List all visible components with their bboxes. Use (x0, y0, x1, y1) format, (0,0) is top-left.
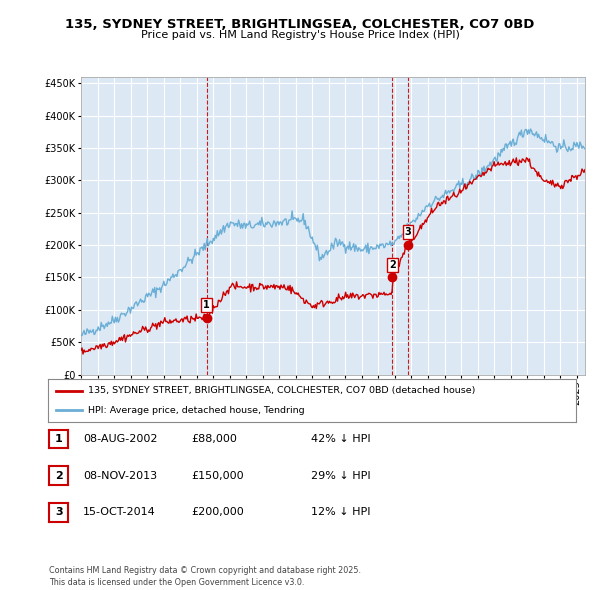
Text: 135, SYDNEY STREET, BRIGHTLINGSEA, COLCHESTER, CO7 0BD (detached house): 135, SYDNEY STREET, BRIGHTLINGSEA, COLCH… (88, 386, 475, 395)
Text: 135, SYDNEY STREET, BRIGHTLINGSEA, COLCHESTER, CO7 0BD: 135, SYDNEY STREET, BRIGHTLINGSEA, COLCH… (65, 18, 535, 31)
Text: Contains HM Land Registry data © Crown copyright and database right 2025.
This d: Contains HM Land Registry data © Crown c… (49, 566, 361, 587)
Text: Price paid vs. HM Land Registry's House Price Index (HPI): Price paid vs. HM Land Registry's House … (140, 30, 460, 40)
Text: 2: 2 (389, 260, 396, 270)
Text: 2: 2 (55, 471, 62, 480)
Text: £88,000: £88,000 (191, 434, 237, 444)
Text: 1: 1 (55, 434, 62, 444)
Text: 08-NOV-2013: 08-NOV-2013 (83, 471, 157, 480)
Text: 42% ↓ HPI: 42% ↓ HPI (311, 434, 371, 444)
Text: 3: 3 (404, 227, 412, 237)
Text: 1: 1 (203, 300, 210, 310)
Text: 3: 3 (55, 507, 62, 517)
Text: 29% ↓ HPI: 29% ↓ HPI (311, 471, 371, 480)
Text: 15-OCT-2014: 15-OCT-2014 (83, 507, 156, 517)
Text: 12% ↓ HPI: 12% ↓ HPI (311, 507, 371, 517)
Text: 08-AUG-2002: 08-AUG-2002 (83, 434, 158, 444)
Text: £200,000: £200,000 (191, 507, 244, 517)
Text: HPI: Average price, detached house, Tendring: HPI: Average price, detached house, Tend… (88, 406, 304, 415)
Text: £150,000: £150,000 (191, 471, 244, 480)
